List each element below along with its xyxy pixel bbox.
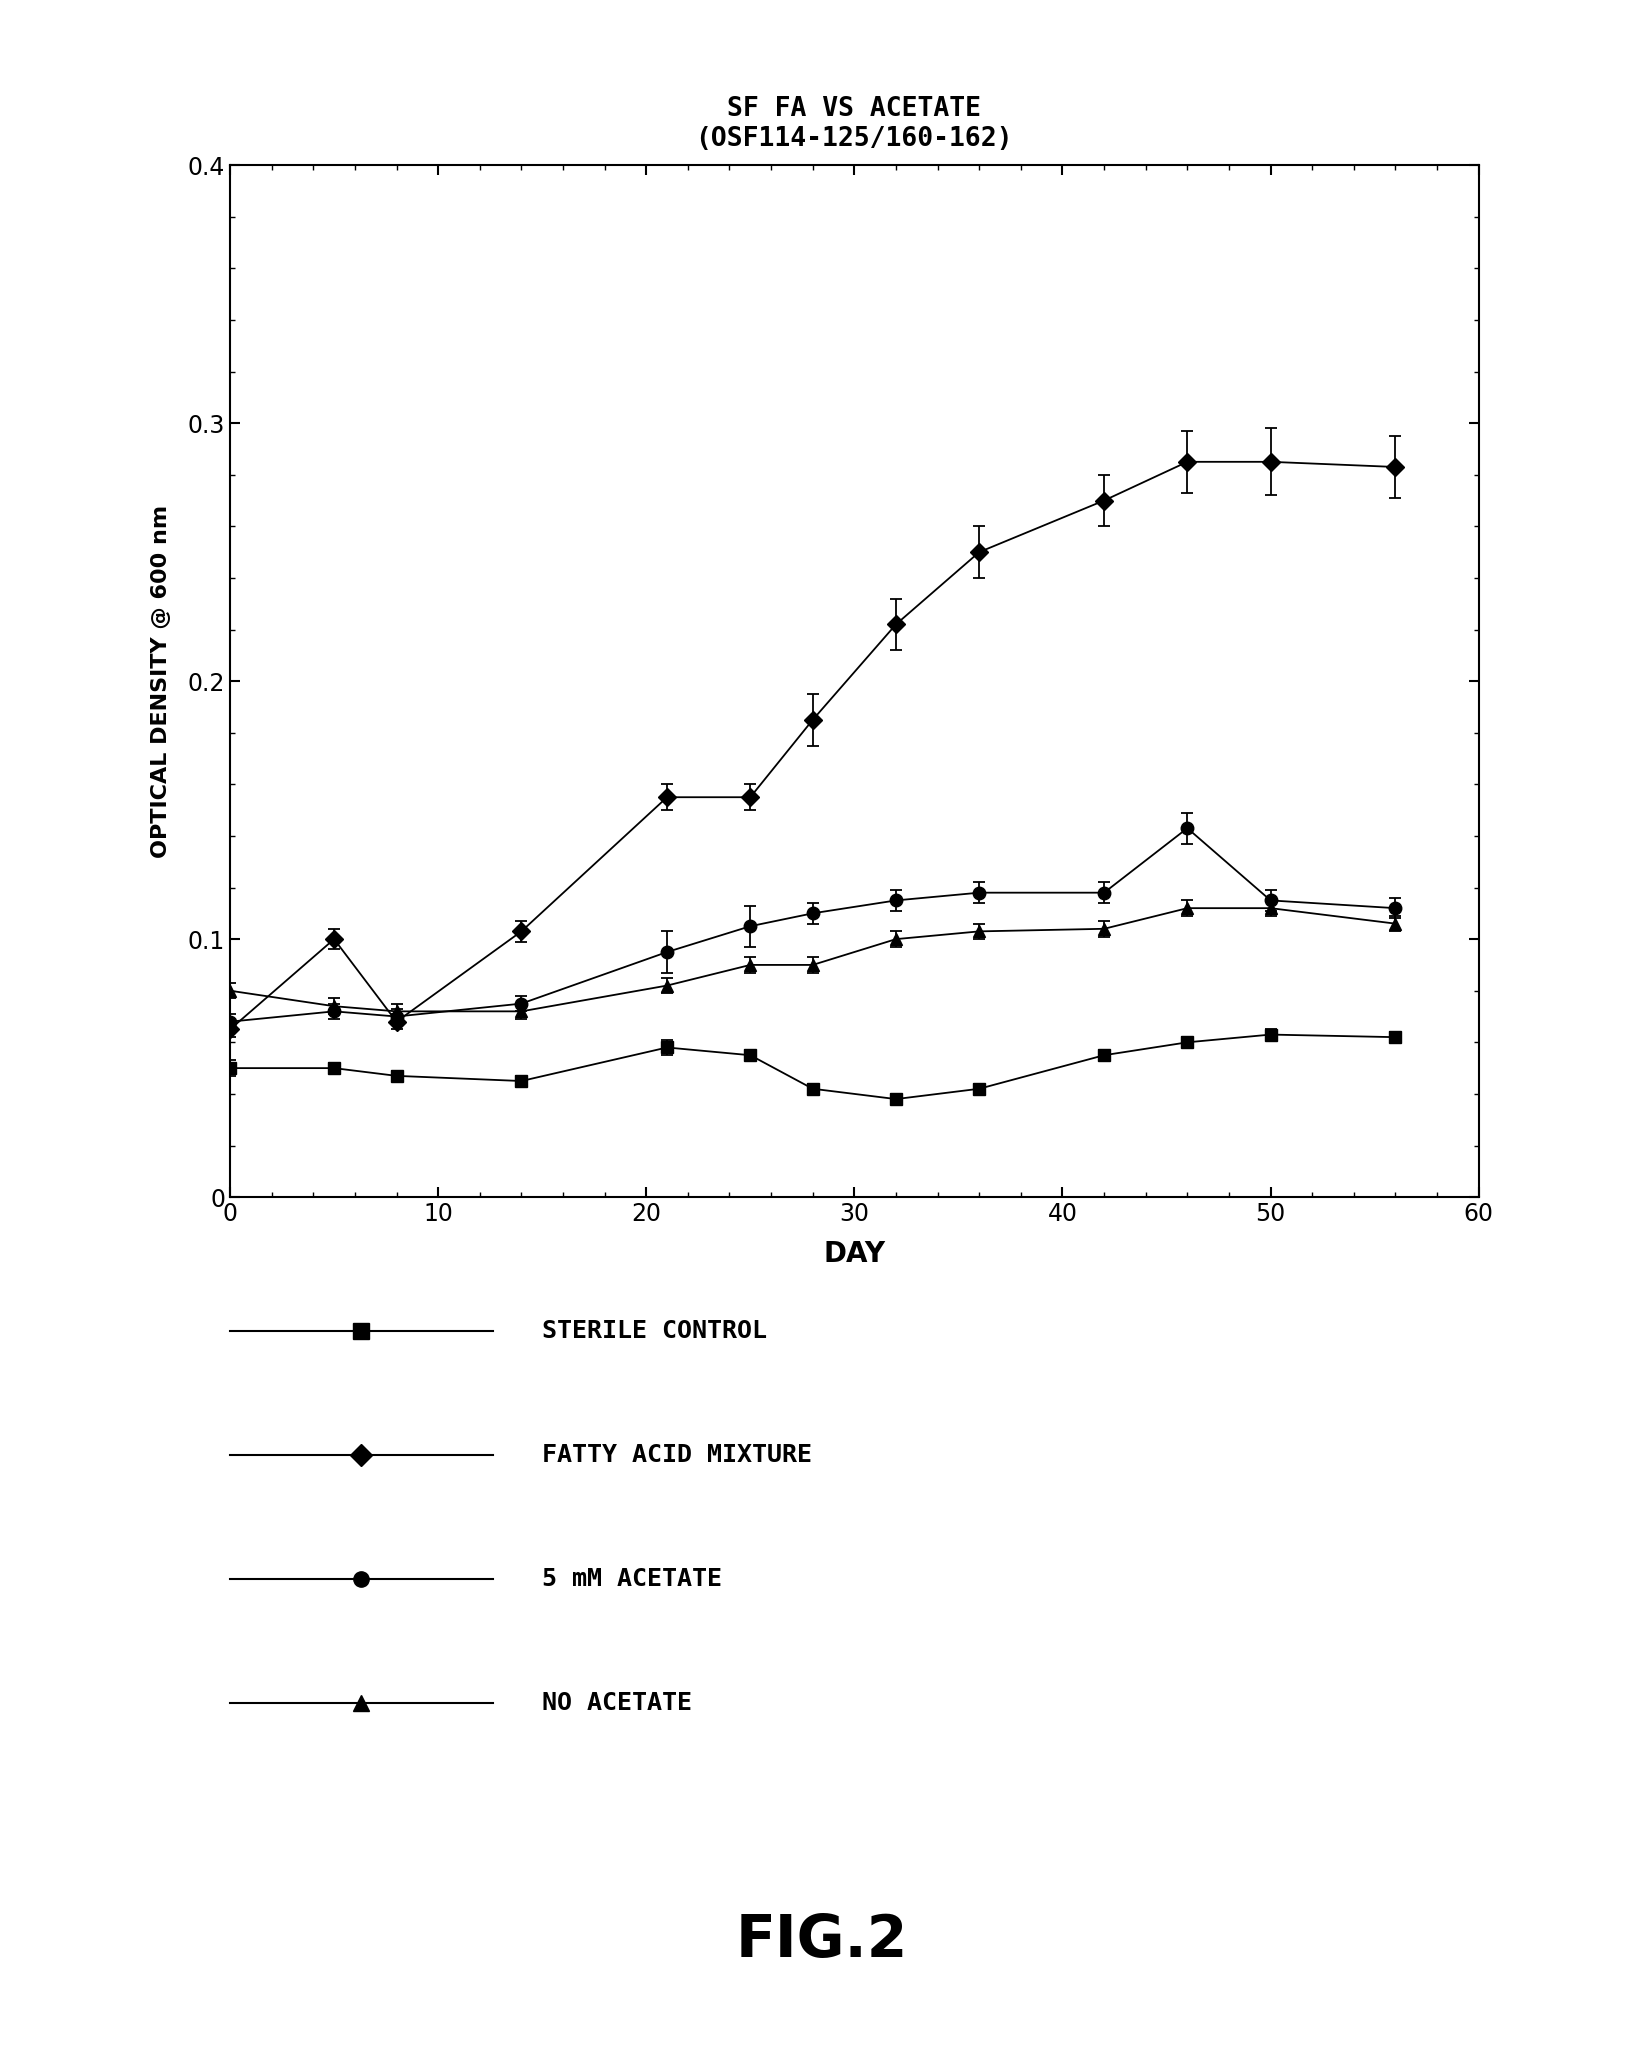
Y-axis label: OPTICAL DENSITY @ 600 nm: OPTICAL DENSITY @ 600 nm: [151, 504, 171, 859]
Text: 5 mM ACETATE: 5 mM ACETATE: [542, 1567, 723, 1591]
Text: FATTY ACID MIXTURE: FATTY ACID MIXTURE: [542, 1443, 812, 1468]
Title: SF FA VS ACETATE
(OSF114-125/160-162): SF FA VS ACETATE (OSF114-125/160-162): [695, 95, 1014, 151]
Text: FIG.2: FIG.2: [736, 1911, 907, 1969]
Text: STERILE CONTROL: STERILE CONTROL: [542, 1319, 767, 1344]
X-axis label: DAY: DAY: [823, 1240, 886, 1267]
Text: NO ACETATE: NO ACETATE: [542, 1690, 692, 1715]
